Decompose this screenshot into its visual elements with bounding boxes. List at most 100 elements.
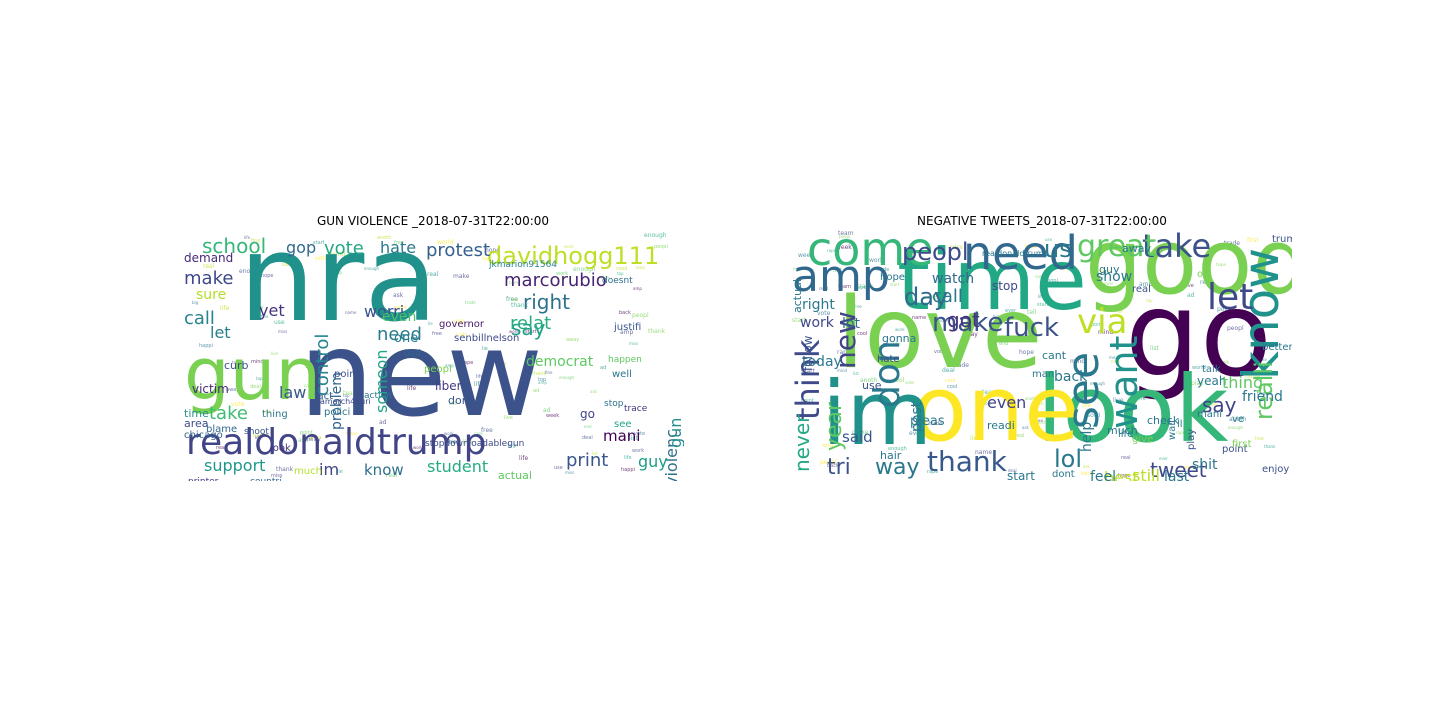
cloud-word: way (875, 455, 920, 480)
filler-mark: mean (1109, 355, 1121, 360)
filler-mark: play (1191, 380, 1204, 387)
filler-mark: point (1091, 322, 1104, 328)
filler-mark: name (975, 449, 993, 456)
filler-mark: real (203, 263, 215, 270)
filler-mark: ever (1005, 308, 1017, 314)
filler-mark: ask (590, 389, 597, 394)
cloud-word: dont (448, 394, 473, 407)
filler-mark: work (444, 431, 454, 436)
filler-mark: amp (445, 363, 454, 368)
filler-mark: read (616, 266, 628, 272)
filler-mark: life (220, 305, 230, 312)
filler-mark: thank (346, 431, 358, 436)
filler-mark: ask (393, 292, 404, 299)
cloud-word: last (1164, 469, 1190, 481)
filler-mark: enough (1228, 425, 1244, 430)
filler-mark: away (226, 387, 240, 393)
cloud-word: say (511, 316, 546, 340)
cloud-word: talk (1202, 364, 1221, 375)
cloud-word: im (319, 460, 340, 479)
filler-mark: live (271, 351, 279, 356)
filler-mark: back (619, 310, 631, 316)
filler-mark: ad (379, 419, 387, 426)
filler-mark: enough (559, 375, 575, 380)
cloud-word: peopl (424, 364, 452, 375)
filler-mark: life (474, 381, 484, 388)
filler-mark: lie (970, 435, 978, 442)
filler-mark: vote (905, 380, 914, 385)
filler-mark: live (504, 415, 513, 421)
filler-mark: cool (945, 378, 956, 384)
filler-mark: point (394, 305, 407, 311)
filler-mark: trade (465, 300, 476, 305)
cloud-word: im (822, 362, 933, 465)
cloud-word: check (1147, 414, 1180, 427)
filler-mark: make (852, 429, 869, 436)
filler-mark: life (893, 342, 901, 348)
cloud-word: great (1077, 230, 1157, 264)
cloud-word: relat (510, 313, 552, 334)
cloud-word: area (184, 417, 209, 430)
cloud-word: man (1032, 369, 1055, 380)
filler-mark: anoth (860, 377, 878, 384)
filler-mark: vote (231, 401, 245, 408)
cloud-word: ve (1232, 414, 1245, 425)
cloud-word: liber (435, 379, 462, 393)
cloud-word: away (1122, 242, 1151, 255)
filler-mark: list (449, 401, 457, 407)
filler-mark: world (1192, 365, 1206, 371)
filler-mark: first (1038, 420, 1046, 425)
filler-mark: thank (1257, 391, 1272, 397)
filler-mark: big (993, 314, 1000, 319)
cloud-word: amarch4ouri (320, 397, 371, 406)
filler-mark: ever (1159, 456, 1168, 461)
filler-mark: work (1061, 266, 1071, 271)
cloud-word: call (184, 308, 215, 329)
filler-mark: start (525, 329, 537, 335)
cloud-word: look (1037, 356, 1229, 463)
cloud-word: call (932, 286, 963, 307)
cloud-word: readi (987, 419, 1015, 432)
filler-mark: live (1155, 433, 1164, 439)
panel-title-right: NEGATIVE TWEETS_2018-07-31T22:00:00 (917, 214, 1167, 228)
cloud-word: senbillnelson (454, 333, 520, 344)
cloud-word: davidhogg111 (487, 242, 660, 270)
filler-mark: thank (1264, 444, 1276, 449)
cloud-word: follow (801, 335, 815, 371)
filler-mark: make (453, 273, 470, 280)
filler-mark: name (253, 433, 268, 439)
filler-mark: miss (949, 244, 963, 251)
filler-mark: enough (1090, 381, 1106, 386)
cloud-word: via (1077, 302, 1128, 342)
cloud-word: stop (604, 399, 624, 409)
filler-mark: trade (456, 332, 467, 337)
filler-mark: hope (1118, 473, 1131, 479)
cloud-word: shit (1192, 457, 1218, 473)
filler-mark: work (895, 327, 905, 332)
cloud-word: mani (1197, 409, 1222, 420)
filler-mark: vote (315, 255, 329, 262)
filler-mark: work (556, 271, 569, 277)
cloud-word: oh (1197, 269, 1210, 280)
cloud-word: well (612, 369, 632, 380)
filler-mark: world (329, 251, 346, 258)
cloud-word: gop (286, 238, 317, 257)
filler-mark: fine (251, 238, 261, 244)
cloud-word: let (210, 323, 231, 342)
filler-mark: miss (310, 435, 322, 441)
filler-mark: lie (337, 469, 343, 475)
filler-mark: life (255, 435, 262, 440)
filler-mark: vote (934, 349, 946, 355)
filler-mark: thank (1127, 391, 1139, 396)
cloud-word: gonna (882, 332, 917, 345)
filler-mark: mind (251, 359, 264, 365)
filler-mark: hope (1245, 373, 1260, 380)
filler-mark: rape (927, 469, 939, 475)
filler-mark: free (432, 331, 442, 337)
cloud-word: yet (259, 301, 285, 320)
cloud-word: time (184, 407, 209, 420)
cloud-word: even (987, 393, 1027, 412)
filler-mark: point (300, 430, 313, 436)
filler-mark: top (232, 360, 239, 365)
cloud-word: hate (380, 238, 417, 257)
